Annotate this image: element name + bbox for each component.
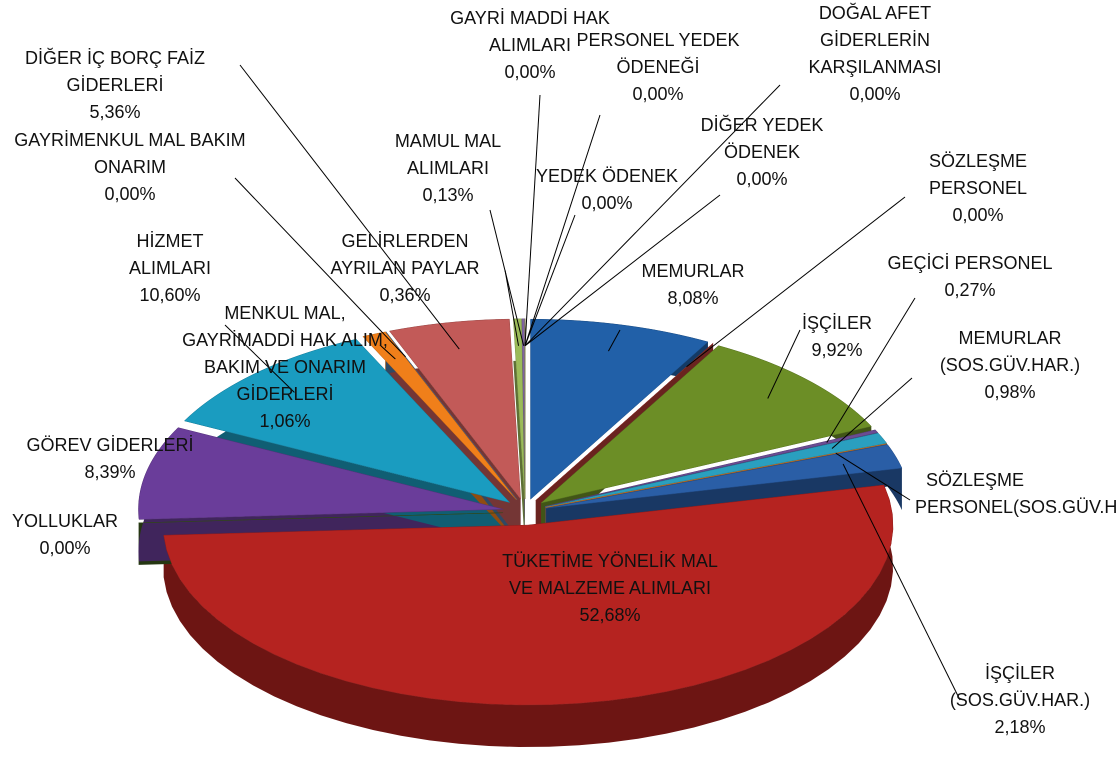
category-label: GAYRİ MADDİ HAK ALIMLARI [450, 8, 610, 55]
slice-side [513, 318, 525, 541]
leader-line [524, 94, 541, 346]
value-label: 0,00% [104, 184, 156, 204]
leader-line [686, 196, 906, 368]
category-label: SÖZLEŞME PERSONEL(SOS.GÜV.HAR)… [915, 470, 1116, 517]
category-label: GELİRLERDEN AYRILAN PAYLAR [330, 231, 480, 278]
leader-line [379, 344, 396, 360]
value-label: 10,60% [139, 285, 201, 305]
leader-line [767, 329, 801, 399]
slice [389, 318, 521, 500]
leader-line [504, 269, 520, 346]
value-label: 8,39% [84, 462, 136, 482]
slice [385, 331, 518, 500]
leader-line [489, 209, 525, 346]
value-label: 8,08% [667, 288, 719, 308]
data-label: GEÇİCİ PERSONEL 0,27% [870, 250, 1070, 304]
slice [163, 484, 894, 706]
data-label: İŞÇİLER (SOS.GÜV.HAR.) 2,18% [940, 660, 1100, 741]
category-label: MEMURLAR (SOS.GÜV.HAR.) [939, 328, 1081, 375]
value-label: 0,98% [984, 382, 1036, 402]
data-label: GAYRİMENKUL MAL BAKIM ONARIM 0,00% [10, 127, 250, 208]
value-label: 0,00% [736, 169, 788, 189]
value-label: 5,36% [89, 102, 141, 122]
slice-tops [138, 318, 903, 706]
value-label: 0,27% [944, 280, 996, 300]
slice [138, 427, 504, 520]
data-label: MEMURLAR 8,08% [623, 258, 763, 312]
data-label: PERSONEL YEDEK ÖDENEĞİ 0,00% [568, 27, 748, 108]
value-label: 0,00% [952, 205, 1004, 225]
data-label: YOLLUKLAR 0,00% [0, 508, 130, 562]
category-label: GAYRİMENKUL MAL BAKIM ONARIM [14, 130, 246, 177]
data-label: MENKUL MAL, GAYRİMADDİ HAK ALIM, BAKIM V… [175, 300, 395, 435]
slice [545, 443, 888, 508]
data-label: İŞÇİLER 9,92% [782, 310, 892, 364]
data-label: SÖZLEŞME PERSONEL(SOS.GÜV.HAR)… [915, 467, 1116, 521]
slice [544, 429, 879, 507]
data-label: TÜKETİME YÖNELİK MAL VE MALZEME ALIMLARI… [495, 548, 725, 629]
category-label: YEDEK ÖDENEK [535, 166, 679, 186]
category-label: PERSONEL YEDEK ÖDENEĞİ [576, 30, 740, 77]
slice [545, 432, 888, 508]
data-label: DOĞAL AFET GİDERLERİN KARŞILANMASI 0,00% [785, 0, 965, 108]
category-label: YOLLUKLAR [11, 511, 119, 531]
data-label: MAMUL MAL ALIMLARI 0,13% [378, 128, 518, 209]
leader-line [224, 324, 295, 393]
category-label: MENKUL MAL, GAYRİMADDİ HAK ALIM, BAKIM V… [182, 303, 388, 404]
category-label: GÖREV GİDERLERİ [26, 435, 194, 455]
slice [540, 345, 872, 504]
category-label: MAMUL MAL ALIMLARI [394, 131, 502, 178]
leader-line [607, 329, 621, 352]
data-label: GELİRLERDEN AYRILAN PAYLAR 0,36% [315, 228, 495, 309]
data-label: SÖZLEŞME PERSONEL 0,00% [913, 148, 1043, 229]
leader-lines [224, 64, 961, 701]
category-label: TÜKETİME YÖNELİK MAL VE MALZEME ALIMLARI [502, 551, 718, 598]
slice [546, 444, 903, 509]
slice-side [138, 427, 504, 562]
data-label: HİZMET ALIMLARI 10,60% [105, 228, 235, 309]
data-label: GAYRİ MADDİ HAK ALIMLARI 0,00% [435, 5, 625, 86]
category-label: DİĞER İÇ BORÇ FAİZ GİDERLERİ [24, 48, 206, 95]
leader-line [826, 297, 916, 443]
category-label: İŞÇİLER (SOS.GÜV.HAR.) [949, 663, 1091, 710]
category-label: HİZMET ALIMLARI [128, 231, 212, 278]
leader-line [524, 194, 721, 347]
slice [521, 318, 526, 499]
value-label: 0,00% [504, 62, 556, 82]
leader-line [524, 114, 601, 346]
data-label: DİĞER İÇ BORÇ FAİZ GİDERLERİ 5,36% [0, 45, 235, 126]
value-label: 9,92% [811, 340, 863, 360]
value-label: 52,68% [579, 605, 641, 625]
slice [183, 338, 511, 503]
leader-line [842, 463, 961, 701]
data-label: GÖREV GİDERLERİ 8,39% [10, 432, 210, 486]
category-label: MEMURLAR [641, 261, 745, 281]
value-label: 2,18% [994, 717, 1046, 737]
leader-line [524, 84, 781, 347]
category-label: DOĞAL AFET GİDERLERİN KARŞILANMASI [808, 3, 942, 77]
leader-line [239, 64, 460, 350]
value-label: 0,13% [422, 185, 474, 205]
category-label: DİĞER YEDEK ÖDENEK [700, 115, 824, 162]
data-label: DİĞER YEDEK ÖDENEK 0,00% [687, 112, 837, 193]
value-label: 0,00% [581, 193, 633, 213]
category-label: İŞÇİLER [801, 313, 873, 333]
value-label: 0,36% [379, 285, 431, 305]
value-label: 1,06% [259, 411, 311, 431]
value-label: 0,00% [39, 538, 91, 558]
value-label: 0,00% [632, 84, 684, 104]
value-label: 0,00% [849, 84, 901, 104]
slice-side [163, 485, 893, 748]
leader-line [835, 452, 911, 501]
category-label: GEÇİCİ PERSONEL [887, 253, 1053, 273]
leader-line [234, 177, 406, 358]
data-label: YEDEK ÖDENEK 0,00% [512, 163, 702, 217]
leader-line [831, 377, 913, 449]
data-label: MEMURLAR (SOS.GÜV.HAR.) 0,98% [915, 325, 1105, 406]
category-label: SÖZLEŞME PERSONEL [928, 151, 1028, 198]
leader-line [524, 214, 576, 346]
